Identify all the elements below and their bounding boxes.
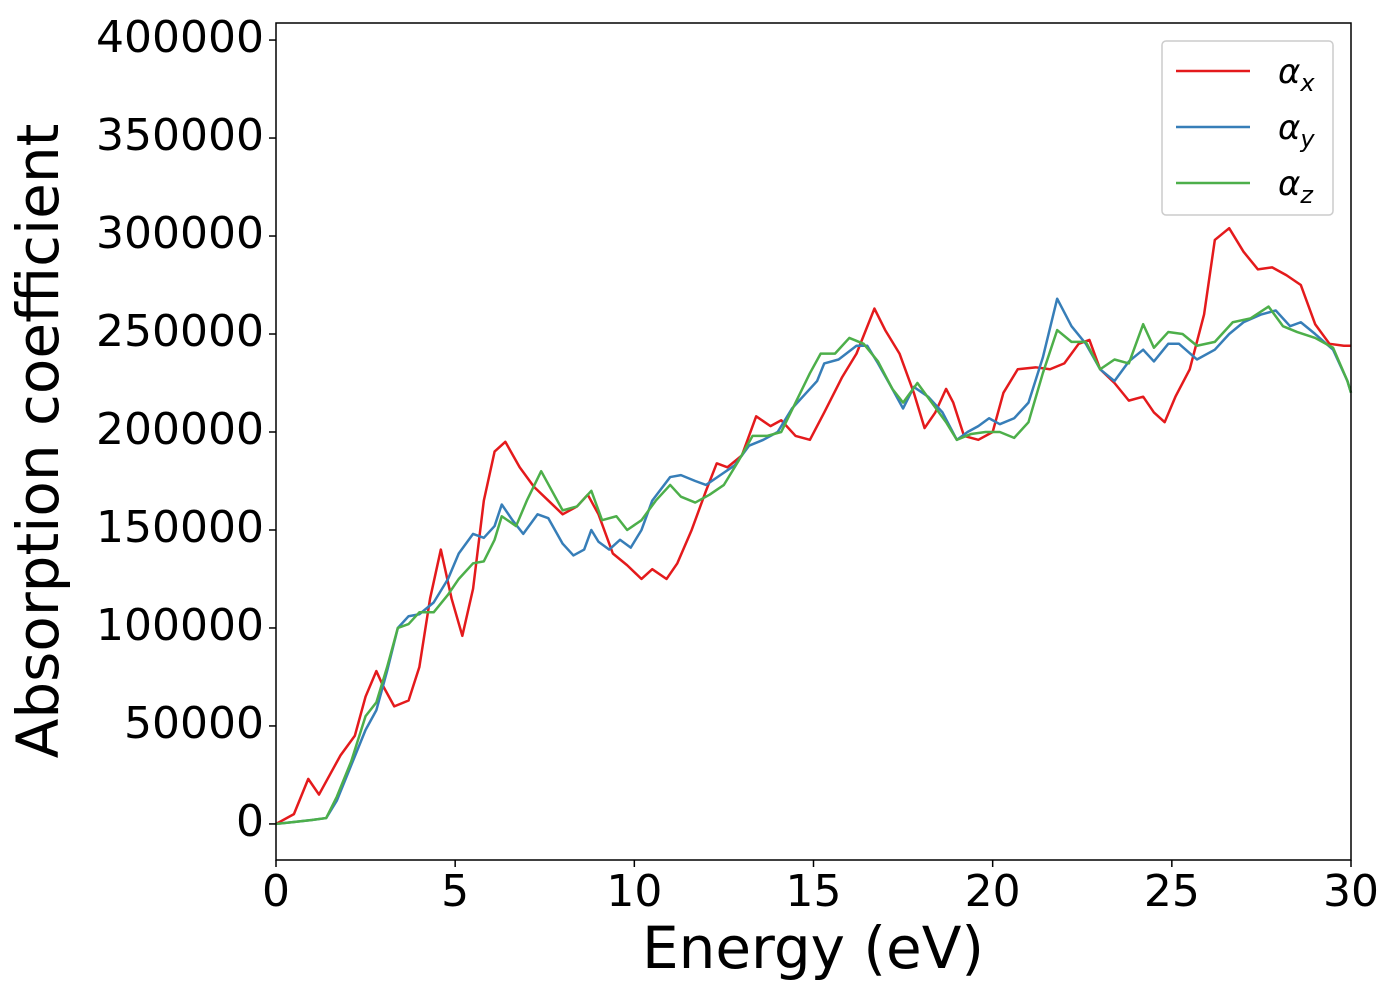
x-tick-label: 15 [786,866,842,917]
x-tick-label: 10 [606,866,662,917]
y-tick-label: 200000 [96,404,264,455]
data-line [275,305,1353,826]
y-axis-label: Absorption coefficient [4,124,72,759]
y-tick-label: 250000 [96,306,264,357]
y-tick-label: 100000 [96,600,264,651]
legend-label: αy [1278,108,1315,153]
y-tick-label: 150000 [96,502,264,553]
legend-label: αz [1278,164,1314,209]
y-tick-label: 0 [236,796,264,847]
plot-frame [275,22,1352,861]
x-tick-label: 5 [441,866,469,917]
x-tick-label: 25 [1144,866,1200,917]
y-tick-label: 50000 [124,698,264,749]
x-tick-label: 30 [1323,866,1379,917]
data-line [275,226,1351,826]
y-tick-label: 400000 [96,12,264,63]
y-tick-label: 350000 [96,110,264,161]
x-axis-label: Energy (eV) [642,914,984,982]
x-tick-label: 0 [262,866,290,917]
legend-label: αx [1278,52,1315,97]
x-tick-label: 20 [965,866,1021,917]
y-tick-label: 300000 [96,208,264,259]
